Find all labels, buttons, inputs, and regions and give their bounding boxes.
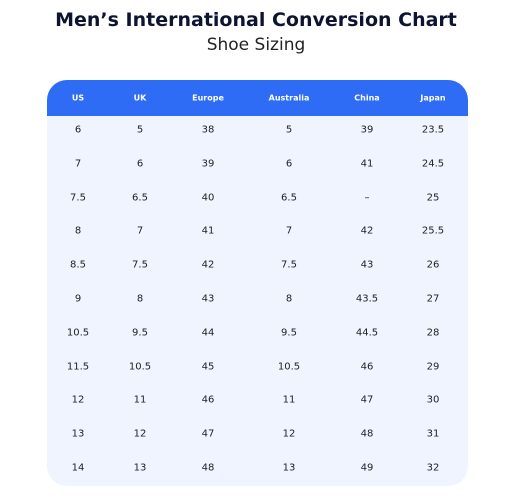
table-cell: 7: [136, 225, 144, 237]
table-cell: 12: [133, 428, 147, 440]
table-cell: 13: [71, 428, 85, 440]
table-cell: 27: [426, 293, 440, 305]
table-cell: 6: [285, 158, 293, 170]
table-cell: 47: [360, 394, 374, 406]
table-cell: 11: [282, 394, 296, 406]
table-cell: 40: [201, 192, 215, 204]
table-cell: 5: [136, 124, 144, 136]
table-cell: 23.5: [421, 124, 445, 136]
table-cell: 6: [136, 158, 144, 170]
table-cell: 39: [201, 158, 215, 170]
table-cell: 8.5: [70, 259, 86, 271]
table-cell: 6.5: [281, 192, 297, 204]
table-cell: 48: [201, 462, 215, 474]
table-cell: 11: [133, 394, 147, 406]
table-cell: 7: [285, 225, 293, 237]
table-cell: 42: [201, 259, 215, 271]
table-cell: 8: [285, 293, 293, 305]
table-cell: 42: [360, 225, 374, 237]
column-header: Europe: [192, 93, 224, 103]
subtitle: Shoe Sizing: [206, 35, 306, 55]
table-cell: 6.5: [132, 192, 148, 204]
table-cell: 24.5: [421, 158, 445, 170]
table-cell: 44.5: [355, 327, 379, 339]
table-cell: 30: [426, 394, 440, 406]
table-cell: 13: [133, 462, 147, 474]
table-cell: 46: [360, 361, 374, 373]
table-cell: 14: [71, 462, 85, 474]
table-cell: 7.5: [132, 259, 148, 271]
table-cell: 43: [360, 259, 374, 271]
table-cell: 6: [74, 124, 82, 136]
table-cell: 44: [201, 327, 215, 339]
table-cell: 8: [136, 293, 144, 305]
table-cell: 41: [201, 225, 215, 237]
table-cell: 39: [360, 124, 374, 136]
table-cell: 9.5: [132, 327, 148, 339]
table-cell: 5: [285, 124, 293, 136]
table-cell: 7: [74, 158, 82, 170]
table-cell: –: [364, 192, 370, 204]
table-cell: 32: [426, 462, 440, 474]
table-cell: 11.5: [66, 361, 90, 373]
table-cell: 48: [360, 428, 374, 440]
column-header: US: [71, 93, 85, 103]
table-cell: 13: [282, 462, 296, 474]
table-cell: 46: [201, 394, 215, 406]
table-cell: 12: [282, 428, 296, 440]
column-header: UK: [133, 93, 147, 103]
table-cell: 45: [201, 361, 215, 373]
table-cell: 7.5: [281, 259, 297, 271]
table-header: US UK Europe Australia China Japan: [47, 80, 468, 116]
table-cell: 9.5: [281, 327, 297, 339]
table-cell: 25.5: [421, 225, 445, 237]
column-header: Australia: [268, 93, 310, 103]
table-cell: 10.5: [66, 327, 90, 339]
table-cell: 41: [360, 158, 374, 170]
table-cell: 43: [201, 293, 215, 305]
table-cell: 26: [426, 259, 440, 271]
table-cell: 8: [74, 225, 82, 237]
table-cell: 38: [201, 124, 215, 136]
table-cell: 10.5: [277, 361, 301, 373]
table-cell: 29: [426, 361, 440, 373]
column-header: Japan: [420, 93, 446, 103]
table-cell: 12: [71, 394, 85, 406]
title: Men’s International Conversion Chart: [55, 9, 457, 31]
table-cell: 43.5: [355, 293, 379, 305]
table-cell: 10.5: [128, 361, 152, 373]
table-cell: 31: [426, 428, 440, 440]
table-cell: 7.5: [70, 192, 86, 204]
table-cell: 49: [360, 462, 374, 474]
size-table: US UK Europe Australia China Japan 6 5 38 5 39 23.…: [47, 80, 468, 486]
column-header: China: [354, 93, 380, 103]
table-cell: 28: [426, 327, 440, 339]
table-cell: 25: [426, 192, 440, 204]
table-cell: 9: [74, 293, 82, 305]
table-cell: 47: [201, 428, 215, 440]
